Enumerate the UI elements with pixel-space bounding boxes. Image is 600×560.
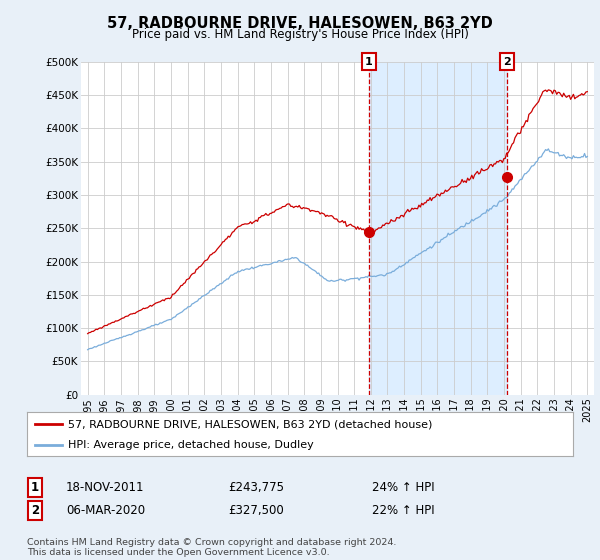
Text: 2: 2 <box>503 57 511 67</box>
Text: HPI: Average price, detached house, Dudley: HPI: Average price, detached house, Dudl… <box>68 440 314 450</box>
Text: £243,775: £243,775 <box>228 480 284 494</box>
Text: £327,500: £327,500 <box>228 504 284 517</box>
Text: 06-MAR-2020: 06-MAR-2020 <box>66 504 145 517</box>
Text: 1: 1 <box>31 480 39 494</box>
Text: Price paid vs. HM Land Registry's House Price Index (HPI): Price paid vs. HM Land Registry's House … <box>131 28 469 41</box>
Bar <box>369 62 507 395</box>
Text: 18-NOV-2011: 18-NOV-2011 <box>66 480 145 494</box>
Text: 2: 2 <box>31 504 39 517</box>
Text: 22% ↑ HPI: 22% ↑ HPI <box>372 504 434 517</box>
Text: 57, RADBOURNE DRIVE, HALESOWEN, B63 2YD: 57, RADBOURNE DRIVE, HALESOWEN, B63 2YD <box>107 16 493 31</box>
Text: 1: 1 <box>365 57 373 67</box>
Text: Contains HM Land Registry data © Crown copyright and database right 2024.
This d: Contains HM Land Registry data © Crown c… <box>27 538 397 557</box>
Text: 24% ↑ HPI: 24% ↑ HPI <box>372 480 434 494</box>
Text: 57, RADBOURNE DRIVE, HALESOWEN, B63 2YD (detached house): 57, RADBOURNE DRIVE, HALESOWEN, B63 2YD … <box>68 419 433 429</box>
